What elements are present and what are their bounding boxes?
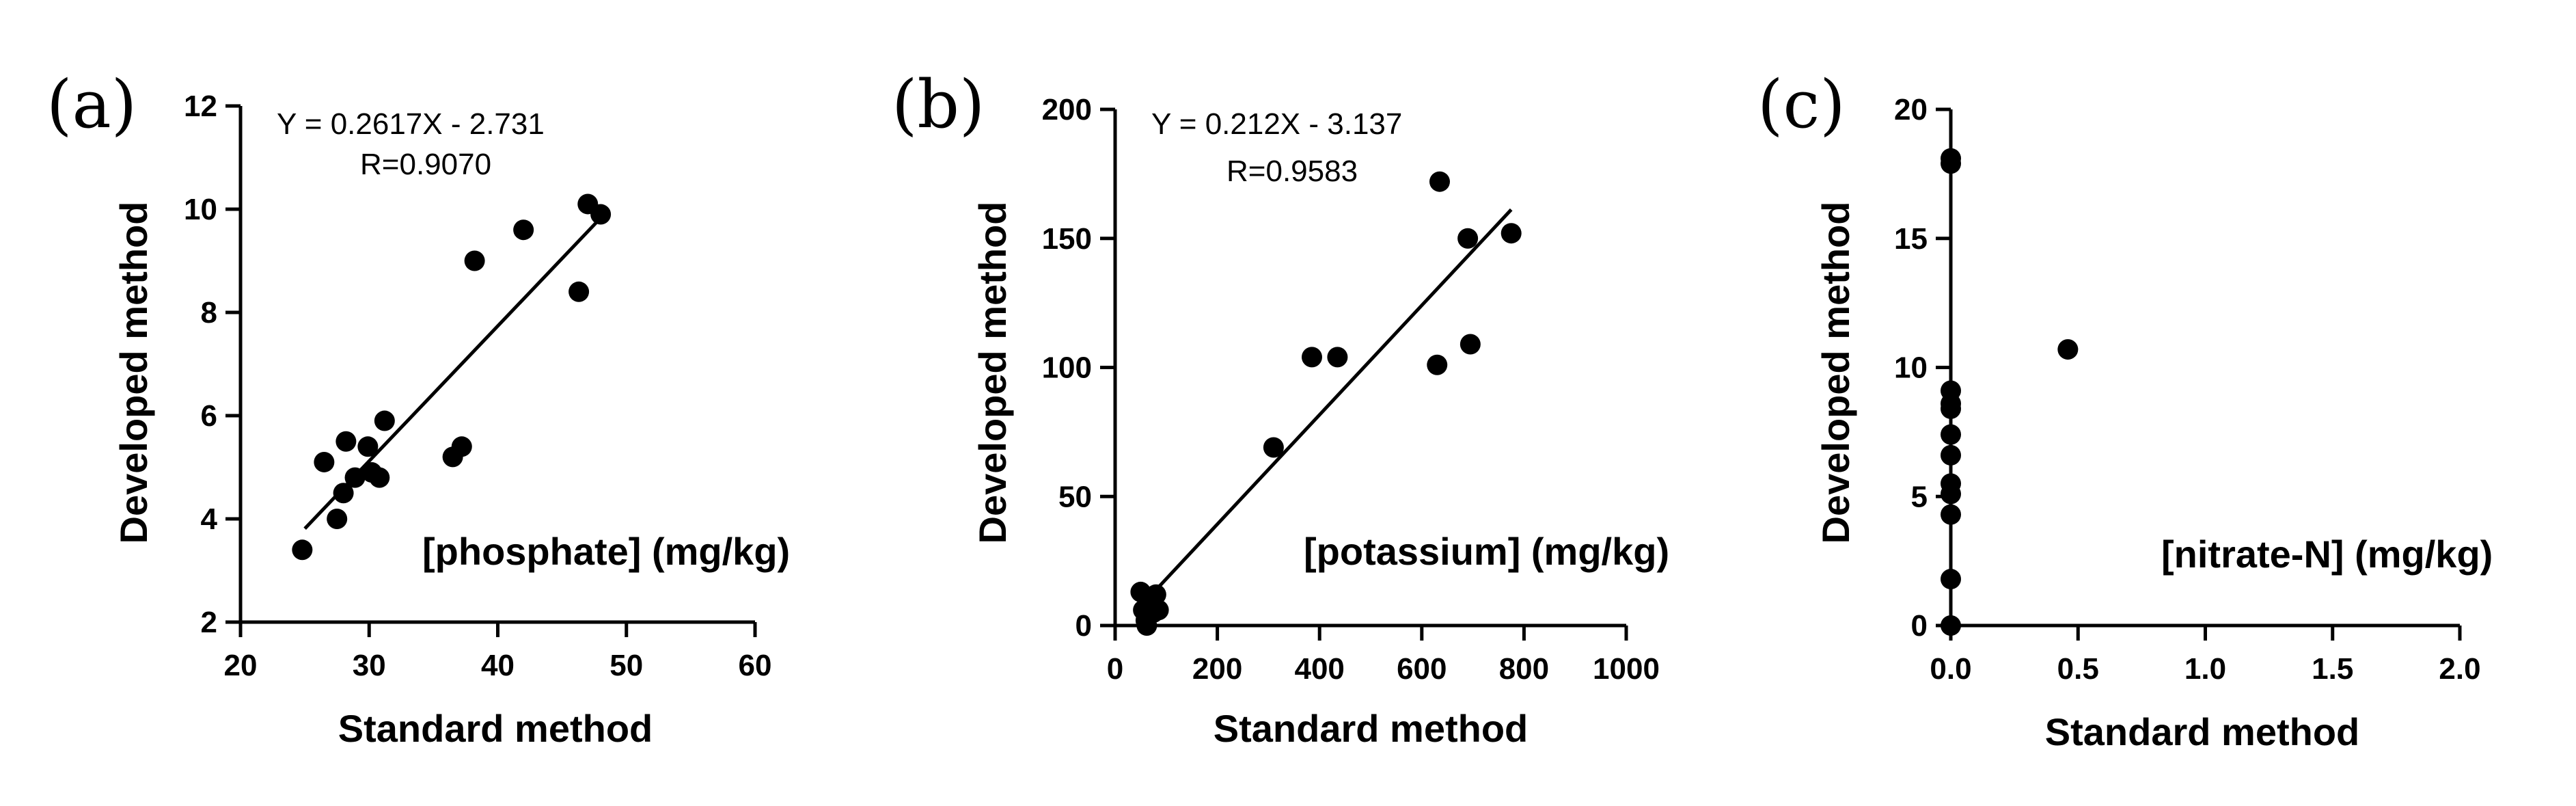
panel-a-y-tick-label: 10 xyxy=(184,193,217,226)
panel-b-r-value: R=0.9583 xyxy=(1227,155,1358,188)
panel-a-data-point xyxy=(292,539,313,561)
panel-a-data-point xyxy=(464,250,485,271)
panel-b-y-tick-label: 0 xyxy=(1075,609,1092,643)
panel-a-x-tick-label: 30 xyxy=(353,649,386,682)
panel-b-x-tick-label: 800 xyxy=(1499,652,1549,686)
panel-a-y-tick-label: 8 xyxy=(201,296,217,330)
panel-a: (a) 20 30 40 50 60 2 4 6 8 10 12 Standard method D… xyxy=(46,66,790,750)
panel-c-x-tick-label: 1.5 xyxy=(2312,652,2353,686)
panel-a-data-point xyxy=(314,451,335,472)
panel-b-label: (b) xyxy=(892,66,985,143)
panel-a-data-point xyxy=(568,281,590,302)
panel-c-series-label: [nitrate-N] (mg/kg) xyxy=(2161,533,2493,576)
panel-c-label: (c) xyxy=(1757,66,1846,143)
panel-b-y-tick-label: 100 xyxy=(1042,351,1092,385)
panel-b-x-tick-label: 400 xyxy=(1294,652,1344,686)
panel-a-points xyxy=(292,193,612,561)
panel-a-x-axis-title: Standard method xyxy=(338,707,653,750)
panel-a-data-point xyxy=(451,436,472,457)
panel-c: (c) 0.0 0.5 1.0 1.5 2.0 0 5 10 15 20 Standard met… xyxy=(1757,66,2493,753)
panel-c-y-tick-label: 10 xyxy=(1894,351,1928,385)
panel-a-data-point xyxy=(374,410,395,431)
panel-a-x-tick-label: 50 xyxy=(609,649,643,682)
panel-c-y-tick-label: 0 xyxy=(1911,609,1928,643)
panel-a-y-tick-label: 6 xyxy=(201,399,217,433)
panel-a-label: (a) xyxy=(46,66,137,143)
panel-a-x-tick-label: 40 xyxy=(481,649,515,682)
panel-b-axes: 0 200 400 600 800 1000 0 50 100 150 200 xyxy=(1042,93,1660,686)
panel-b-x-axis-title: Standard method xyxy=(1214,707,1528,750)
panel-a-x-tick-label: 20 xyxy=(224,649,258,682)
panel-c-x-tick-label: 2.0 xyxy=(2439,652,2480,686)
panel-a-y-tick-label: 4 xyxy=(201,502,218,536)
panel-a-r-value: R=0.9070 xyxy=(360,148,491,181)
panel-c-y-tick-label: 5 xyxy=(1911,480,1928,513)
panel-c-y-tick-label: 20 xyxy=(1894,93,1928,126)
panel-b-data-point xyxy=(1145,584,1166,605)
panel-a-series-label: [phosphate] (mg/kg) xyxy=(422,530,790,573)
panel-c-y-axis-title: Developed method xyxy=(1814,202,1857,544)
panel-b-series-label: [potassium] (mg/kg) xyxy=(1304,530,1669,573)
panel-b-x-tick-label: 600 xyxy=(1397,652,1447,686)
panel-b-x-tick-label: 0 xyxy=(1107,652,1123,686)
panel-a-data-point xyxy=(513,219,534,241)
panel-b-fit-line xyxy=(1145,208,1513,602)
panel-b-data-point xyxy=(1460,334,1481,355)
panel-b-data-point xyxy=(1148,600,1169,621)
panel-a-equation: Y = 0.2617X - 2.731 xyxy=(277,107,545,141)
panel-a-data-point xyxy=(590,204,612,225)
panel-b-data-point xyxy=(1501,223,1522,244)
panel-b-data-point xyxy=(1457,228,1479,249)
panel-a-data-point xyxy=(357,436,379,457)
panel-b-x-tick-label: 200 xyxy=(1192,652,1242,686)
panel-b-y-tick-label: 150 xyxy=(1042,222,1092,256)
panel-c-axes: 0.0 0.5 1.0 1.5 2.0 0 5 10 15 20 xyxy=(1894,93,2481,686)
panel-c-data-point xyxy=(2057,339,2079,360)
panel-b-x-tick-label: 1000 xyxy=(1593,652,1660,686)
panel-c-x-axis-title: Standard method xyxy=(2045,710,2359,753)
panel-a-axes: 20 30 40 50 60 2 4 6 8 10 12 xyxy=(184,90,771,682)
panel-a-y-tick-label: 12 xyxy=(184,90,217,123)
panel-a-y-tick-label: 2 xyxy=(201,606,217,639)
panel-b: (b) 0 200 400 600 800 1000 0 50 100 150 200 Standa… xyxy=(892,66,1669,750)
panel-b-data-point xyxy=(1327,347,1348,368)
panel-c-y-tick-label: 15 xyxy=(1894,222,1928,256)
panel-c-x-tick-label: 1.0 xyxy=(2184,652,2226,686)
panel-a-y-axis-title: Developed method xyxy=(112,202,155,544)
panel-c-points xyxy=(1941,148,2079,636)
panel-a-x-tick-label: 60 xyxy=(739,649,772,682)
panel-b-equation: Y = 0.212X - 3.137 xyxy=(1151,107,1402,141)
panel-b-data-point xyxy=(1427,354,1448,375)
panel-b-data-point xyxy=(1429,171,1450,192)
panel-b-data-point xyxy=(1301,347,1322,368)
panel-b-data-point xyxy=(1263,437,1284,458)
panel-c-x-tick-label: 0.5 xyxy=(2057,652,2099,686)
panel-c-x-tick-label: 0.0 xyxy=(1930,652,1971,686)
panel-b-y-tick-label: 200 xyxy=(1042,93,1092,126)
panel-b-y-axis-title: Developed method xyxy=(971,202,1014,544)
panel-a-data-point xyxy=(333,483,354,504)
panel-a-data-point xyxy=(369,467,390,488)
panel-a-data-point xyxy=(335,431,357,452)
panel-b-y-tick-label: 50 xyxy=(1058,480,1092,513)
panel-a-data-point xyxy=(327,509,348,529)
panel-a-data-point xyxy=(344,467,366,488)
